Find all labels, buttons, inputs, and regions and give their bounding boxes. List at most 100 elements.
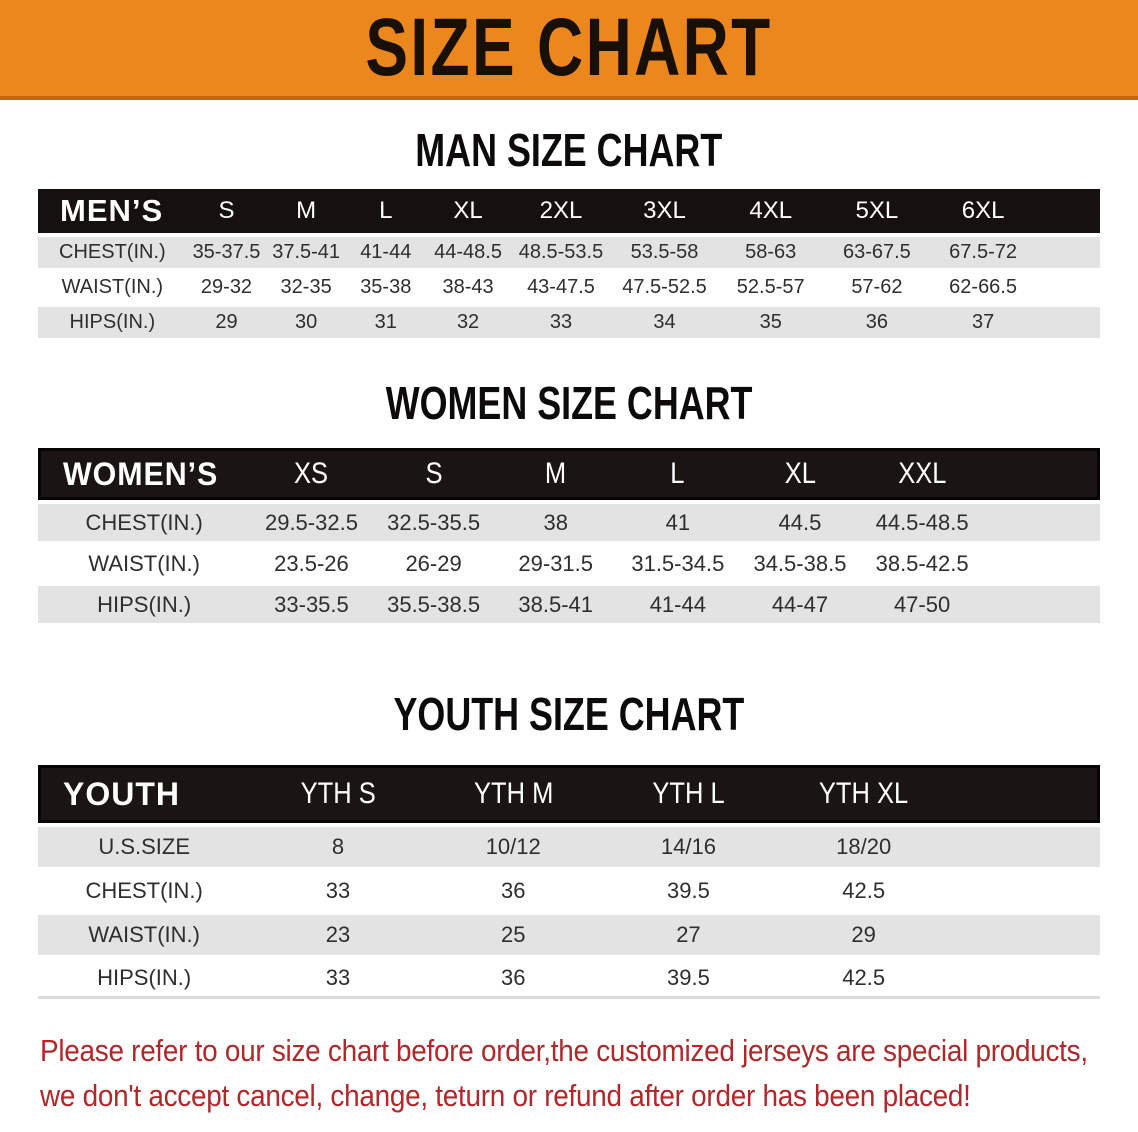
measure-label-cell: CHEST(IN.) — [38, 871, 251, 911]
youth-group-label: YOUTH — [63, 775, 180, 812]
measure-label-cell: HIPS(IN.) — [38, 307, 187, 338]
value-cell: 41-44 — [616, 586, 739, 623]
size-label: 5XL — [855, 197, 899, 224]
table-pad-cell — [983, 504, 1100, 541]
women-section-heading-text: WOMEN SIZE CHART — [385, 377, 753, 429]
men-size-header-cell: M — [266, 189, 346, 233]
table-pad-cell — [983, 545, 1100, 582]
men-group-header-cell: MEN’S — [38, 189, 187, 233]
size-label: XL — [784, 457, 816, 490]
youth-size-header-cell: YTH L — [600, 765, 777, 823]
measure-label-cell: WAIST(IN.) — [38, 915, 251, 955]
measure-label-cell: WAIST(IN.) — [38, 272, 187, 303]
size-label: M — [296, 197, 317, 224]
youth-size-header-cell: YTH S — [250, 765, 426, 823]
value-cell: 33 — [250, 871, 426, 911]
size-label: S — [218, 197, 235, 224]
value-cell: 35-38 — [345, 272, 426, 303]
value-cell: 35.5-38.5 — [372, 586, 495, 623]
value-cell: 25 — [425, 915, 601, 955]
table-pad-cell — [951, 915, 1100, 955]
value-cell: 34.5-38.5 — [738, 545, 862, 582]
youth-section-heading: YOUTH SIZE CHART — [0, 691, 1138, 737]
men-size-header-cell: 5XL — [823, 189, 930, 233]
value-cell: 36 — [425, 871, 601, 911]
size-label: YTH XL — [819, 777, 909, 810]
youth-group-header-cell: YOUTH — [38, 765, 251, 823]
men-chest-row: CHEST(IN.) 35-37.5 37.5-41 41-44 44-48.5… — [38, 237, 1100, 268]
value-cell: 31 — [345, 307, 426, 338]
banner-title: SIZE CHART — [365, 2, 773, 93]
value-cell: 32.5-35.5 — [372, 504, 495, 541]
value-cell: 44-48.5 — [425, 237, 511, 268]
table-pad-cell — [1036, 237, 1100, 268]
value-cell: 23 — [250, 915, 426, 955]
measure-label-cell: CHEST(IN.) — [38, 504, 251, 541]
value-cell: 53.5-58 — [611, 237, 718, 268]
value-cell: 29 — [776, 915, 952, 955]
value-cell: 10/12 — [425, 827, 601, 867]
value-cell: 39.5 — [600, 871, 777, 911]
men-size-header-cell: L — [345, 189, 426, 233]
size-label: 6XL — [961, 197, 1005, 224]
women-group-header-cell: WOMEN’S — [38, 448, 251, 500]
value-cell: 33 — [510, 307, 612, 338]
value-cell: 14/16 — [600, 827, 777, 867]
value-cell: 43-47.5 — [510, 272, 612, 303]
value-cell: 57-62 — [823, 272, 930, 303]
value-cell: 29 — [186, 307, 267, 338]
men-size-header-cell: 4XL — [717, 189, 824, 233]
size-label: 2XL — [539, 197, 583, 224]
value-cell: 26-29 — [372, 545, 495, 582]
value-cell: 38-43 — [425, 272, 511, 303]
value-cell: 37.5-41 — [266, 237, 346, 268]
women-section-heading: WOMEN SIZE CHART — [0, 380, 1138, 426]
value-cell: 36 — [425, 959, 601, 999]
value-cell: 42.5 — [776, 959, 952, 999]
measure-label-cell: HIPS(IN.) — [38, 959, 251, 999]
table-pad-cell — [983, 586, 1100, 623]
men-size-table: MEN’S S M L XL 2XL 3XL 4XL 5XL 6XL CHEST… — [38, 185, 1100, 342]
size-label: XXL — [897, 457, 947, 490]
value-cell: 42.5 — [776, 871, 952, 911]
men-section-heading-text: MAN SIZE CHART — [415, 124, 723, 176]
value-cell: 39.5 — [600, 959, 777, 999]
size-label: 3XL — [643, 197, 686, 224]
order-notice-line-1: Please refer to our size chart before or… — [40, 1033, 1088, 1068]
size-label: XS — [294, 457, 329, 490]
youth-table-header-row: YOUTH YTH S YTH M YTH L YTH XL — [38, 765, 1100, 823]
measure-label-cell: U.S.SIZE — [38, 827, 251, 867]
value-cell: 8 — [250, 827, 426, 867]
value-cell: 33-35.5 — [250, 586, 373, 623]
table-pad-cell — [1036, 189, 1100, 233]
value-cell: 41-44 — [345, 237, 426, 268]
men-size-header-cell: 3XL — [611, 189, 718, 233]
women-size-header-cell: L — [616, 448, 739, 500]
women-size-table: WOMEN’S XS S M L XL XXL CHEST(IN.) 29.5-… — [38, 444, 1100, 627]
youth-chest-row: CHEST(IN.) 33 36 39.5 42.5 — [38, 871, 1100, 911]
value-cell: 67.5-72 — [929, 237, 1037, 268]
size-label: L — [670, 457, 685, 490]
women-size-header-cell: XXL — [861, 448, 984, 500]
youth-ussize-row: U.S.SIZE 8 10/12 14/16 18/20 — [38, 827, 1100, 867]
value-cell: 29.5-32.5 — [250, 504, 373, 541]
value-cell: 44-47 — [738, 586, 862, 623]
value-cell: 29-31.5 — [494, 545, 617, 582]
youth-size-header-cell: YTH XL — [776, 765, 952, 823]
size-label: 4XL — [749, 197, 793, 224]
table-pad-cell — [951, 827, 1100, 867]
women-chest-row: CHEST(IN.) 29.5-32.5 32.5-35.5 38 41 44.… — [38, 504, 1100, 541]
value-cell: 32-35 — [266, 272, 346, 303]
table-pad-cell — [951, 871, 1100, 911]
women-size-header-cell: XS — [250, 448, 373, 500]
table-pad-cell — [1036, 272, 1100, 303]
women-size-header-cell: S — [372, 448, 495, 500]
value-cell: 63-67.5 — [823, 237, 930, 268]
size-label: YTH L — [652, 777, 725, 810]
size-label: XL — [453, 197, 483, 224]
value-cell: 38.5-42.5 — [861, 545, 984, 582]
youth-size-table: YOUTH YTH S YTH M YTH L YTH XL U.S.SIZE … — [38, 761, 1100, 1003]
measure-label-cell: CHEST(IN.) — [38, 237, 187, 268]
value-cell: 36 — [823, 307, 930, 338]
